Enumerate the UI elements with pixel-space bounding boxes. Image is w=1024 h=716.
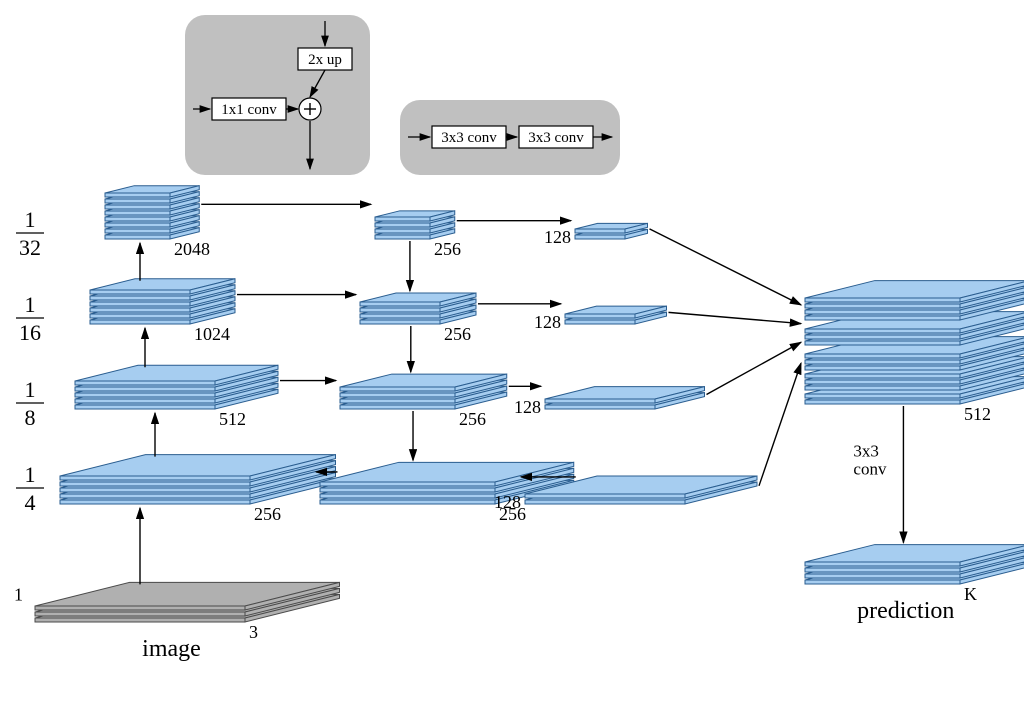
- stack-label: 2048: [174, 239, 210, 259]
- scale-fraction: 116: [16, 292, 44, 345]
- inset-conv-block: 3x3 conv 3x3 conv: [400, 100, 620, 175]
- scale-fraction: 132: [16, 207, 44, 260]
- stack-pred: Kprediction14: [805, 533, 1024, 624]
- svg-text:3x3 conv: 3x3 conv: [528, 130, 584, 146]
- svg-text:3x3 conv: 3x3 conv: [441, 130, 497, 146]
- stack-label: 256: [434, 239, 461, 259]
- stack-enc_c2: 1024: [90, 279, 235, 344]
- inset-merge-block: 1x1 conv 2x up: [185, 15, 370, 175]
- stack-out_c2: 128: [534, 306, 667, 332]
- stack-image: 3 image 1: [14, 582, 340, 662]
- stack-mid_c3: 256: [340, 374, 507, 429]
- arrow: [669, 312, 802, 323]
- svg-text:1: 1: [14, 584, 23, 604]
- svg-text:32: 32: [19, 235, 41, 260]
- stack-out_c1: 128: [544, 223, 648, 247]
- stack-mid_c2: 256: [360, 293, 476, 344]
- stack-caption: image: [142, 636, 201, 662]
- stack-label: 128: [544, 227, 571, 247]
- svg-text:1x1 conv: 1x1 conv: [221, 102, 277, 118]
- svg-text:4: 4: [25, 490, 36, 515]
- scale-fraction: 14: [16, 462, 44, 515]
- stack-out_c3: 128: [514, 387, 705, 417]
- svg-text:2x up: 2x up: [308, 52, 342, 68]
- stack-label: 1024: [194, 324, 230, 344]
- stack-label: 128: [494, 492, 521, 512]
- arrow: [650, 229, 802, 305]
- svg-text:conv: conv: [853, 459, 887, 478]
- svg-text:1: 1: [25, 292, 36, 317]
- stack-mid_c1: 256: [375, 211, 461, 259]
- stack-label: 128: [534, 312, 561, 332]
- arrow: [759, 363, 801, 486]
- svg-text:16: 16: [19, 320, 41, 345]
- stack-label: 256: [254, 504, 281, 524]
- stack-label: 256: [444, 324, 471, 344]
- stack-label: 512: [219, 409, 246, 429]
- svg-text:1: 1: [25, 462, 36, 487]
- svg-text:1: 1: [25, 377, 36, 402]
- svg-text:3x3: 3x3: [853, 441, 879, 460]
- architecture-diagram: 3image1256512102420482562562562561281281…: [0, 0, 1024, 716]
- stack-label: K: [964, 584, 977, 604]
- svg-text:1: 1: [25, 207, 36, 232]
- stack-enc_c3: 512: [75, 365, 278, 429]
- scale-fraction: 18: [16, 377, 44, 430]
- stack-label: 3: [249, 622, 258, 642]
- stack-enc_c4: 256: [60, 455, 336, 524]
- stack-label: 512: [964, 404, 991, 424]
- stack-merged: 512: [805, 281, 1024, 424]
- svg-text:8: 8: [25, 405, 36, 430]
- stack-label: 256: [459, 409, 486, 429]
- arrow: [707, 342, 802, 394]
- stack-label: 128: [514, 397, 541, 417]
- stack-enc_c1: 2048: [105, 186, 210, 259]
- stack-caption: prediction: [857, 598, 954, 624]
